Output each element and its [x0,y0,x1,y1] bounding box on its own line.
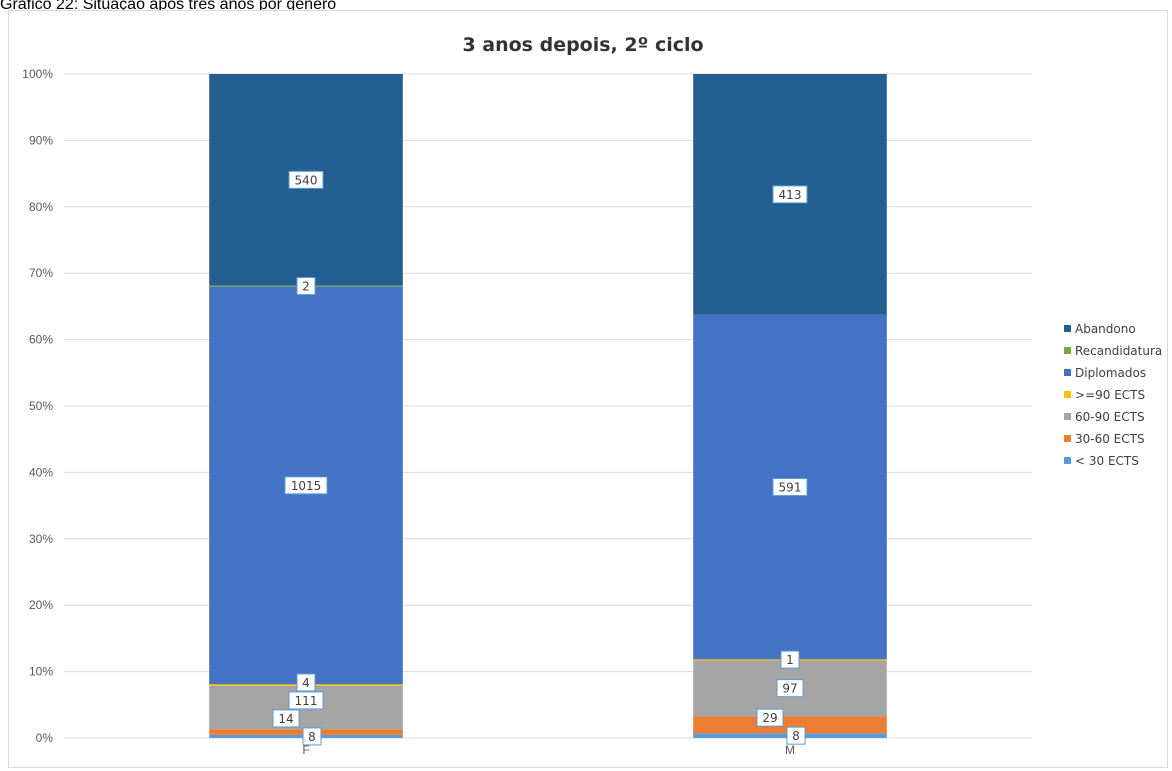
legend-swatch [1064,435,1071,442]
legend-item: Diplomados [1064,366,1146,380]
legend-label: 30-60 ECTS [1075,432,1145,446]
x-category-label: M [785,743,795,757]
y-tick-label: 80% [29,200,53,214]
legend-item: Abandono [1064,322,1136,336]
data-label: 591 [772,478,808,497]
data-label: 29 [756,708,784,727]
data-label: 540 [288,170,324,189]
legend-label: < 30 ECTS [1075,454,1139,468]
chart-title: 3 anos depois, 2º ciclo [462,34,703,56]
y-tick-label: 70% [29,266,53,280]
data-label: 111 [288,691,324,710]
x-category-label: F [302,743,309,757]
legend-swatch [1064,391,1071,398]
y-tick-label: 0% [36,731,54,745]
data-label: 4 [296,673,316,692]
legend-swatch [1064,413,1071,420]
svg-text:2: 2 [302,280,310,294]
y-tick-label: 40% [29,465,53,479]
legend: Abandono Recandidatura Diplomados >=90 ECTS… [1064,322,1162,468]
data-label: 413 [772,185,808,204]
y-tick-label: 100% [22,67,53,81]
data-label: 8 [302,727,322,746]
legend-label: 60-90 ECTS [1075,410,1145,424]
bar-segment [693,716,887,734]
svg-text:97: 97 [782,682,797,696]
svg-text:29: 29 [762,711,777,725]
svg-text:591: 591 [779,481,802,495]
y-tick-label: 60% [29,333,53,347]
legend-label: Diplomados [1075,366,1146,380]
svg-text:8: 8 [308,730,316,744]
legend-item: < 30 ECTS [1064,454,1139,468]
y-tick-label: 50% [29,399,53,413]
figure-caption: Gráfico 22: Situação após três anos por … [0,0,337,13]
svg-text:413: 413 [779,188,802,202]
legend-label: Abandono [1075,322,1136,336]
data-label: 97 [776,679,804,698]
legend-swatch [1064,457,1071,464]
y-tick-label: 30% [29,532,53,546]
svg-text:540: 540 [295,173,318,187]
legend-swatch [1064,325,1071,332]
legend-item: 30-60 ECTS [1064,432,1145,446]
data-label: 2 [296,277,316,296]
y-tick-label: 10% [29,665,53,679]
svg-text:1015: 1015 [291,479,322,493]
y-axis-ticks: 0% 10% 20% 30% 40% 50% 60% 70% 80% 90% 100% [22,67,53,745]
data-label: 14 [272,709,300,728]
legend-item: 60-90 ECTS [1064,410,1145,424]
svg-text:8: 8 [792,729,800,743]
legend-swatch [1064,347,1071,354]
y-tick-label: 20% [29,598,53,612]
y-tick-label: 90% [29,133,53,147]
data-label: 1 [780,650,800,669]
svg-text:111: 111 [295,694,318,708]
legend-item: Recandidatura [1064,344,1162,358]
svg-text:4: 4 [302,676,310,690]
svg-text:14: 14 [278,712,293,726]
chart-frame [8,10,1168,768]
legend-item: >=90 ECTS [1064,388,1145,402]
legend-label: >=90 ECTS [1075,388,1145,402]
data-label: 8 [786,726,806,745]
legend-label: Recandidatura [1075,344,1162,358]
data-label: 1015 [284,476,328,495]
svg-text:1: 1 [786,653,794,667]
legend-swatch [1064,369,1071,376]
